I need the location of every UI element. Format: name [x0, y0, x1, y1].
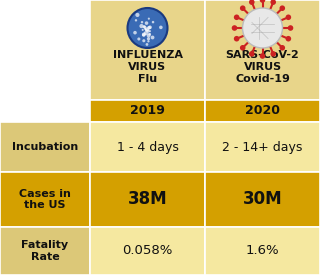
Circle shape	[142, 29, 144, 31]
Circle shape	[147, 40, 149, 42]
Circle shape	[270, 0, 276, 5]
Text: Incubation: Incubation	[12, 142, 78, 152]
Circle shape	[143, 26, 147, 29]
Text: Fatality
Rate: Fatality Rate	[21, 240, 68, 262]
Text: 2020: 2020	[245, 104, 280, 117]
Circle shape	[147, 26, 151, 30]
Circle shape	[147, 30, 150, 33]
Circle shape	[141, 21, 143, 23]
Circle shape	[279, 45, 285, 51]
Text: INFLUENZA
VIRUS
Flu: INFLUENZA VIRUS Flu	[113, 50, 182, 84]
Circle shape	[148, 26, 152, 29]
Text: SARS-CoV-2
VIRUS
Covid-19: SARS-CoV-2 VIRUS Covid-19	[226, 50, 300, 84]
Bar	[0, 122, 90, 172]
Circle shape	[142, 32, 146, 37]
Text: 1.6%: 1.6%	[246, 244, 279, 257]
Text: Cases in
the US: Cases in the US	[19, 189, 71, 210]
Circle shape	[140, 24, 144, 28]
Bar	[90, 122, 205, 172]
Bar	[205, 100, 320, 122]
Circle shape	[159, 26, 163, 29]
Circle shape	[249, 51, 255, 57]
Circle shape	[135, 19, 137, 21]
Circle shape	[151, 35, 155, 39]
Bar	[0, 227, 90, 275]
Bar	[90, 100, 205, 122]
Circle shape	[133, 31, 137, 34]
Bar	[90, 172, 205, 227]
Circle shape	[243, 8, 283, 48]
Circle shape	[147, 37, 150, 40]
Circle shape	[143, 25, 146, 28]
Circle shape	[260, 0, 265, 3]
Text: 2 - 14+ days: 2 - 14+ days	[222, 141, 303, 153]
Circle shape	[234, 15, 239, 20]
Circle shape	[285, 36, 291, 42]
Circle shape	[240, 6, 245, 11]
Bar	[90, 227, 205, 275]
Circle shape	[285, 15, 291, 20]
Circle shape	[147, 33, 151, 37]
Circle shape	[234, 36, 239, 42]
Circle shape	[279, 6, 285, 11]
Circle shape	[232, 25, 237, 31]
Bar	[0, 0, 90, 100]
Circle shape	[148, 33, 151, 35]
Circle shape	[142, 39, 145, 42]
Circle shape	[146, 43, 148, 46]
Circle shape	[145, 21, 148, 25]
Circle shape	[145, 29, 148, 31]
Bar	[90, 0, 205, 100]
Bar	[0, 172, 90, 227]
Text: 38M: 38M	[128, 191, 167, 208]
Bar	[0, 100, 90, 122]
Circle shape	[270, 51, 276, 57]
Circle shape	[148, 18, 150, 20]
Circle shape	[249, 0, 255, 5]
Circle shape	[127, 8, 167, 48]
Circle shape	[260, 53, 265, 59]
Circle shape	[145, 27, 149, 32]
Bar	[205, 122, 320, 172]
Text: 30M: 30M	[243, 191, 282, 208]
Circle shape	[144, 31, 148, 35]
Bar	[205, 0, 320, 100]
Bar	[205, 227, 320, 275]
Circle shape	[137, 37, 140, 40]
Circle shape	[152, 21, 154, 23]
Text: 0.058%: 0.058%	[122, 244, 173, 257]
Circle shape	[240, 45, 245, 51]
Circle shape	[288, 25, 293, 31]
Circle shape	[142, 33, 145, 37]
Circle shape	[149, 30, 151, 32]
Text: 1 - 4 days: 1 - 4 days	[116, 141, 179, 153]
Circle shape	[135, 13, 140, 17]
Text: 2019: 2019	[130, 104, 165, 117]
Circle shape	[144, 28, 147, 30]
Bar	[205, 172, 320, 227]
